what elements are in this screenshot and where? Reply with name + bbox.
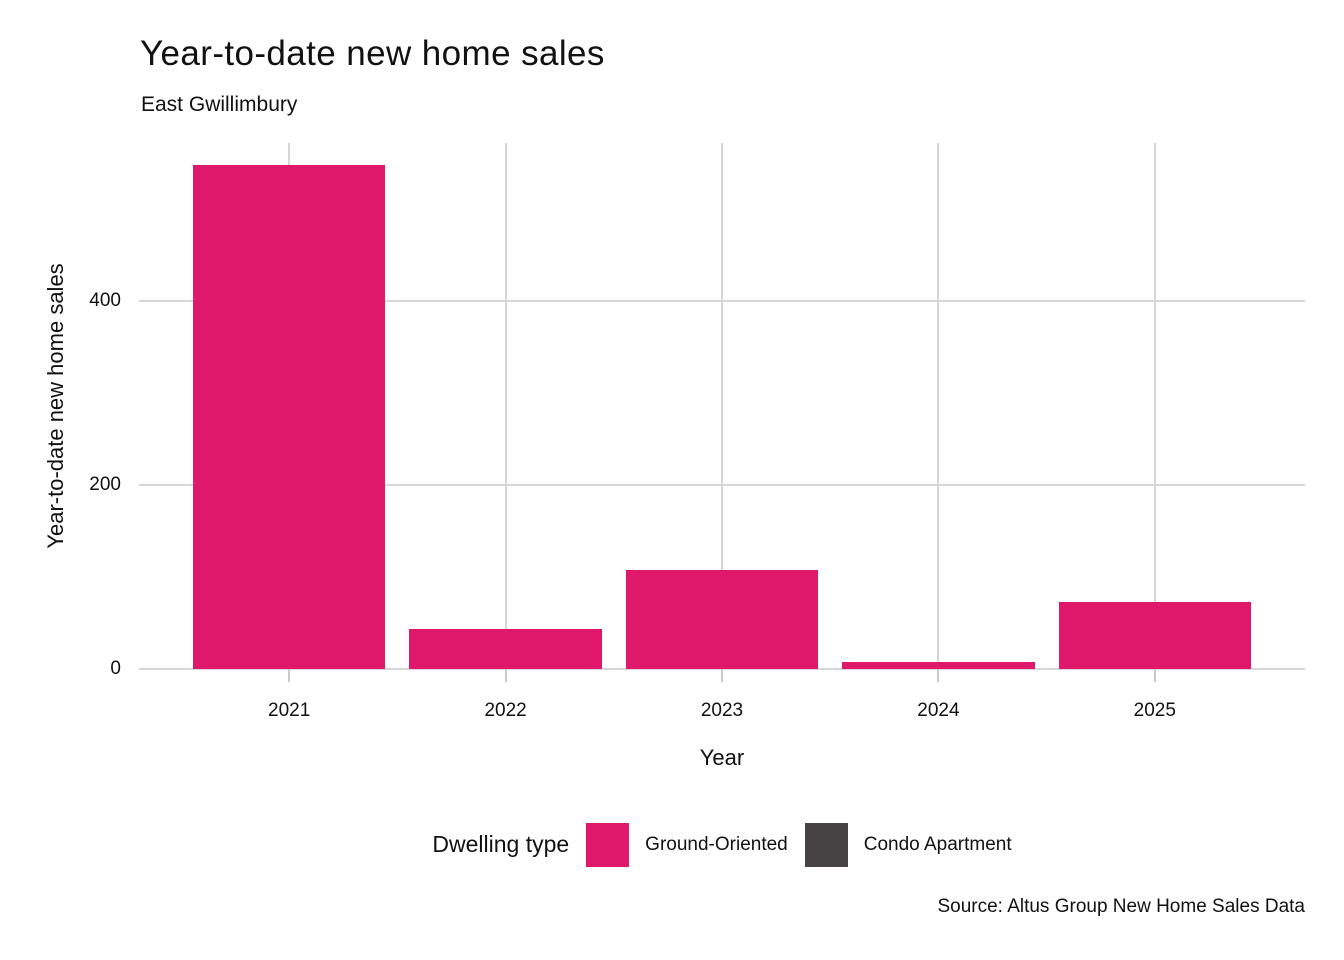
x-tick-label-2023: 2023 [700,700,744,721]
gridline-x-2023 [721,143,723,669]
plot-area: 2021 2022 2023 2024 2025 [139,143,1305,721]
legend-item-ground-oriented: Ground-Oriented [586,822,788,867]
legend: Dwelling type Ground-Oriented Condo Apar… [139,822,1305,867]
ground-oriented-swatch-icon [586,822,630,867]
y-tick-label-0: 0 [110,658,121,679]
y-tick-label-400: 400 [89,289,121,311]
bar-2021-ground-oriented [192,165,386,669]
x-tick-2021 [288,669,291,682]
x-tick-2023 [721,669,723,682]
bar-2025-ground-oriented [1058,601,1252,669]
chart-subtitle: East Gwillimbury [141,93,298,116]
condo-apartment-swatch-icon [804,822,848,867]
legend-label-condo-apartment: Condo Apartment [863,833,1012,855]
x-tick-2022 [504,669,507,682]
legend-title: Dwelling type [432,831,570,857]
x-tick-label-2025: 2025 [1133,700,1176,721]
gridline-x-2024 [937,143,940,669]
x-tick-2024 [937,669,940,682]
x-axis-title: Year [699,745,745,770]
x-tick-label-2021: 2021 [268,700,311,721]
y-axis-tick-labels: 0 200 400 [0,143,121,679]
gridline-x-2022 [504,143,507,669]
bar-2024-ground-oriented [842,661,1035,669]
y-tick-label-200: 200 [89,473,121,495]
legend-label-ground-oriented: Ground-Oriented [645,833,788,855]
bar-2023-ground-oriented [625,570,819,669]
gridline-x-2025 [1153,143,1156,669]
source-note: Source: Altus Group New Home Sales Data [937,896,1305,917]
bar-2022-ground-oriented [409,629,602,669]
chart-title: Year-to-date new home sales [140,34,605,73]
x-tick-label-2022: 2022 [484,700,527,721]
legend-item-condo-apartment: Condo Apartment [804,822,1012,867]
x-tick-2025 [1153,669,1156,682]
x-tick-label-2024: 2024 [917,700,960,721]
